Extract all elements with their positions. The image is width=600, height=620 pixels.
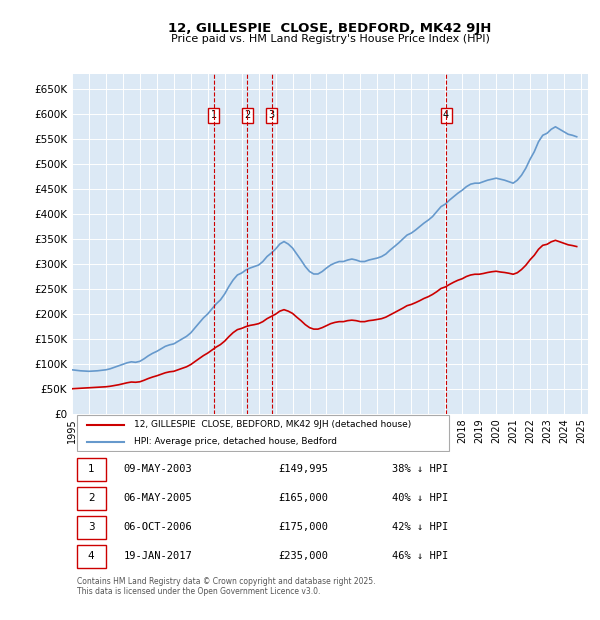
Text: 19-JAN-2017: 19-JAN-2017 [124,551,193,561]
Text: 4: 4 [443,110,449,120]
FancyBboxPatch shape [77,487,106,510]
Text: 1: 1 [88,464,94,474]
FancyBboxPatch shape [77,516,106,539]
Text: Contains HM Land Registry data © Crown copyright and database right 2025.
This d: Contains HM Land Registry data © Crown c… [77,577,376,596]
Text: £235,000: £235,000 [278,551,328,561]
Text: 38% ↓ HPI: 38% ↓ HPI [392,464,448,474]
FancyBboxPatch shape [77,546,106,568]
Text: 12, GILLESPIE  CLOSE, BEDFORD, MK42 9JH: 12, GILLESPIE CLOSE, BEDFORD, MK42 9JH [169,22,491,35]
FancyBboxPatch shape [77,415,449,451]
Text: 06-OCT-2006: 06-OCT-2006 [124,522,193,532]
Text: 3: 3 [268,110,275,120]
Text: 46% ↓ HPI: 46% ↓ HPI [392,551,448,561]
Text: Price paid vs. HM Land Registry's House Price Index (HPI): Price paid vs. HM Land Registry's House … [170,34,490,44]
Text: 06-MAY-2005: 06-MAY-2005 [124,493,193,503]
Text: 4: 4 [88,551,94,561]
Text: £165,000: £165,000 [278,493,328,503]
Text: 2: 2 [88,493,94,503]
Text: £175,000: £175,000 [278,522,328,532]
Text: HPI: Average price, detached house, Bedford: HPI: Average price, detached house, Bedf… [134,437,337,446]
Text: 2: 2 [244,110,251,120]
Text: £149,995: £149,995 [278,464,328,474]
Text: 1: 1 [211,110,217,120]
Text: 12, GILLESPIE  CLOSE, BEDFORD, MK42 9JH (detached house): 12, GILLESPIE CLOSE, BEDFORD, MK42 9JH (… [134,420,411,429]
Text: 40% ↓ HPI: 40% ↓ HPI [392,493,448,503]
Text: 42% ↓ HPI: 42% ↓ HPI [392,522,448,532]
Text: 09-MAY-2003: 09-MAY-2003 [124,464,193,474]
FancyBboxPatch shape [77,458,106,481]
Text: 3: 3 [88,522,94,532]
